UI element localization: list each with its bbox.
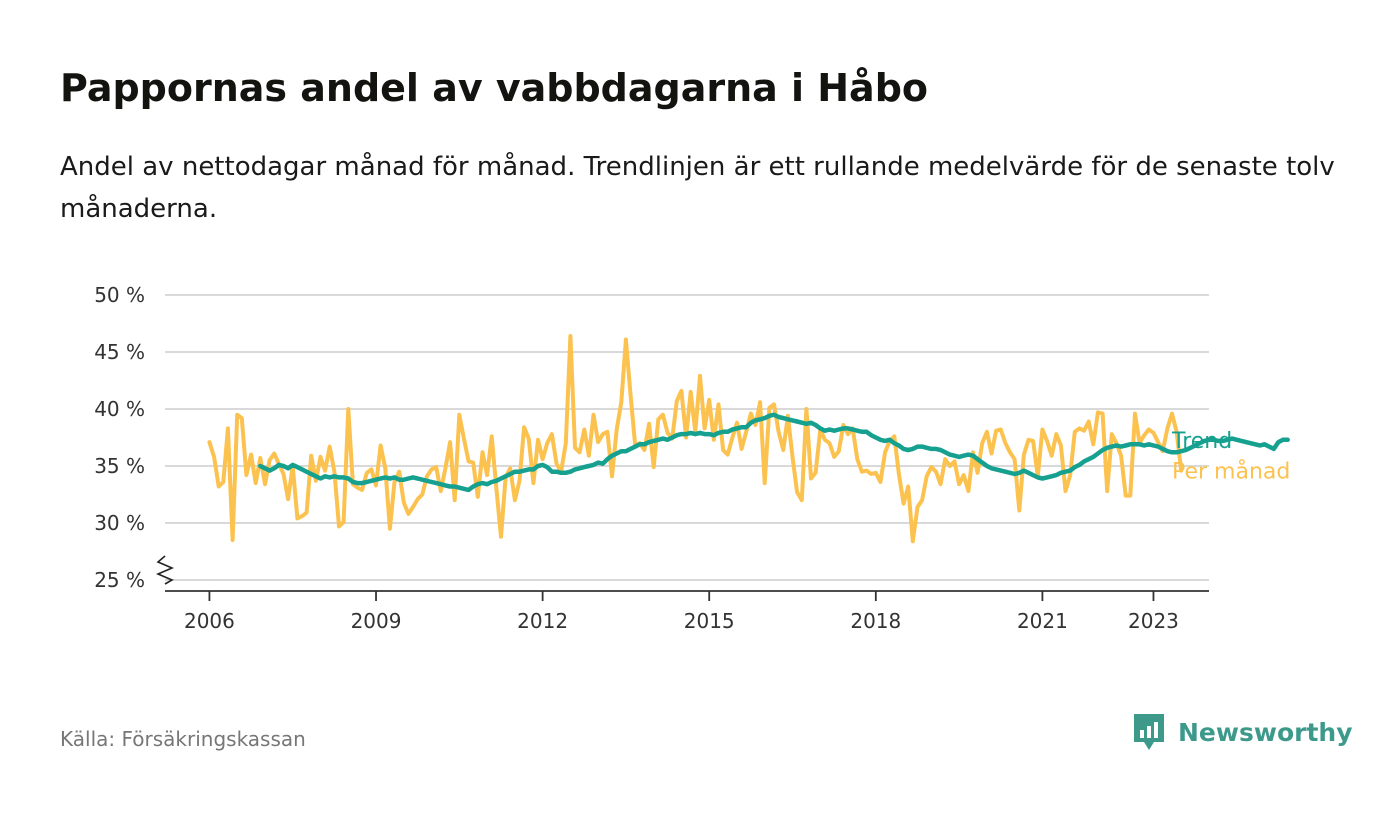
x-tick-label: 2012 (517, 609, 568, 633)
x-tick-label: 2021 (1017, 609, 1068, 633)
series-lines (207, 334, 1290, 544)
y-tick-label: 40 % (94, 397, 145, 421)
brand-name: Newsworthy (1178, 717, 1353, 747)
x-tick-label: 2015 (684, 609, 735, 633)
axis-break-icon (155, 555, 175, 585)
series-line-trend (258, 412, 1290, 493)
x-tick-label: 2023 (1128, 609, 1179, 633)
newsworthy-logo-icon (1134, 714, 1164, 750)
y-tick-label: 25 % (94, 568, 145, 592)
legend: Trend Per månad (1171, 429, 1290, 485)
source-note: Källa: Försäkringskassan (60, 727, 306, 751)
legend-label-monthly: Per månad (1172, 459, 1290, 485)
brand-logo[interactable]: Newsworthy (1132, 712, 1353, 752)
x-tick-label: 2018 (850, 609, 901, 633)
gridlines (165, 294, 1209, 581)
x-tick-label: 2006 (184, 609, 235, 633)
y-tick-label: 50 % (94, 283, 145, 307)
chart-title: Pappornas andel av vabbdagarna i Håbo (60, 66, 929, 110)
y-axis-ticks: 25 % 30 % 35 % 40 % 45 % 50 % (94, 283, 175, 592)
series-line-monthly (207, 334, 1184, 544)
chart-subtitle: Andel av nettodagar månad för månad. Tre… (60, 152, 1335, 224)
x-tick-label: 2009 (351, 609, 402, 633)
y-tick-label: 35 % (94, 454, 145, 478)
y-tick-label: 45 % (94, 340, 145, 364)
legend-label-trend: Trend (1171, 429, 1232, 454)
y-tick-label: 30 % (94, 511, 145, 535)
x-axis: 2006 2009 2012 2015 2018 2021 2023 (165, 590, 1209, 633)
